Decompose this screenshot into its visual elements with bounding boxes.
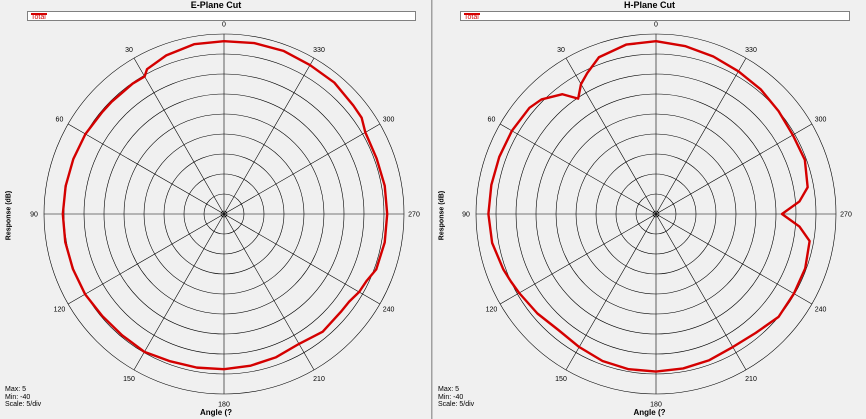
angle-tick-label: 330 — [313, 47, 325, 54]
chart-title: H-Plane Cut — [623, 0, 675, 10]
angle-tick-label: 60 — [56, 117, 64, 124]
e-plane-panel: E-Plane Cut Total 0 30 60 90 120 150 180 210 240… — [0, 0, 432, 419]
angle-tick-label: 270 — [408, 212, 420, 219]
legend-swatch — [31, 13, 47, 15]
stats-max: Max: 5 — [438, 386, 460, 393]
grid-spoke — [655, 123, 813, 215]
grid-spoke — [565, 213, 657, 371]
grid-spoke — [655, 57, 747, 215]
angle-tick-label: 60 — [488, 117, 496, 124]
chart-title: E-Plane Cut — [190, 0, 242, 10]
angle-tick-label: 240 — [815, 307, 827, 314]
legend-label-total: Total — [31, 14, 46, 21]
x-axis-label: Angle (? — [633, 408, 666, 417]
stats-block: Max: 5 Min: -40 Scale: 5/div — [438, 386, 474, 409]
angle-tick-label: 180 — [650, 402, 662, 409]
angle-tick-label: 150 — [555, 376, 567, 383]
h-plane-panel: H-Plane Cut Total 0 30 60 90 120 150 180 210 240… — [433, 0, 866, 419]
series-line-total — [487, 40, 811, 373]
stats-min: Min: -40 — [5, 393, 31, 401]
grid-spoke — [67, 123, 225, 215]
angle-tick-label: 30 — [125, 47, 133, 54]
angle-tick-label: 210 — [745, 376, 757, 383]
y-axis-label: Response (dB) — [438, 190, 446, 241]
angle-tick-label: 180 — [218, 402, 230, 409]
legend-box: Total — [460, 11, 850, 21]
angle-tick-label: 300 — [815, 117, 827, 124]
grid-spoke — [133, 213, 225, 371]
angle-tick-label: 120 — [486, 307, 498, 314]
e-plane-polar-plot: 0 30 60 90 120 150 180 210 240 270 300 330 — [30, 22, 420, 409]
angle-tick-label: 210 — [313, 376, 325, 383]
stats-scale: Scale: 5/div — [5, 401, 42, 408]
series-line-total — [61, 40, 389, 371]
legend-swatch — [464, 13, 480, 15]
stats-scale: Scale: 5/div — [438, 401, 475, 408]
grid-spoke — [67, 213, 225, 305]
grid-spoke — [499, 213, 657, 305]
legend-label-total: Total — [464, 14, 479, 21]
angle-tick-label: 270 — [840, 212, 852, 219]
grid-spoke — [655, 213, 813, 305]
angle-tick-label: 0 — [222, 22, 226, 29]
angle-tick-label: 330 — [745, 47, 757, 54]
grid-spoke — [133, 57, 225, 215]
grid-spoke — [655, 213, 747, 371]
angle-tick-label: 0 — [654, 22, 658, 29]
angle-tick-label: 240 — [383, 307, 395, 314]
grid-spoke — [223, 123, 381, 215]
stats-max: Max: 5 — [5, 386, 27, 393]
stats-min: Min: -40 — [438, 393, 464, 401]
legend-box: Total — [27, 11, 416, 21]
panel-divider[interactable] — [431, 0, 433, 419]
x-axis-label: Angle (? — [200, 408, 232, 417]
grid-spoke — [499, 123, 657, 215]
angle-tick-label: 120 — [54, 307, 66, 314]
angle-tick-label: 300 — [383, 117, 395, 124]
angle-tick-label: 90 — [30, 212, 38, 219]
grid-spoke — [223, 57, 315, 215]
h-plane-polar-plot: 0 30 60 90 120 150 180 210 240 270 300 330 — [462, 22, 852, 409]
y-axis-label: Response (dB) — [5, 190, 13, 241]
angle-tick-label: 90 — [462, 212, 470, 219]
angle-tick-label: 30 — [557, 47, 565, 54]
grid-spoke — [223, 213, 381, 305]
angle-tick-label: 150 — [123, 376, 135, 383]
stats-block: Max: 5 Min: -40 Scale: 5/div — [5, 386, 41, 409]
